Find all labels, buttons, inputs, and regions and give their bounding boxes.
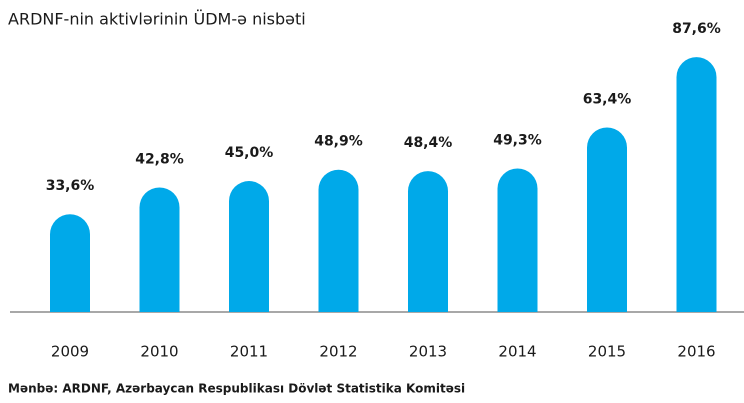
bar xyxy=(676,57,717,313)
x-tick-label: 2014 xyxy=(498,343,536,361)
x-tick-label: 2011 xyxy=(230,343,268,361)
bar xyxy=(497,168,538,312)
bar xyxy=(50,214,90,312)
bar xyxy=(408,171,448,312)
value-label: 87,6% xyxy=(672,21,721,37)
bar xyxy=(587,127,627,312)
bar xyxy=(318,169,359,312)
value-label: 33,6% xyxy=(46,178,95,194)
x-tick-label: 2010 xyxy=(140,343,178,361)
value-label: 42,8% xyxy=(135,151,184,167)
x-tick-label: 2016 xyxy=(677,343,715,361)
value-label: 63,4% xyxy=(583,92,632,108)
bar xyxy=(139,187,180,312)
value-label: 45,0% xyxy=(225,145,274,161)
x-tick-label: 2012 xyxy=(319,343,357,361)
x-tick-label: 2009 xyxy=(51,343,89,361)
x-tick-label: 2015 xyxy=(588,343,626,361)
x-tick-label: 2013 xyxy=(409,343,447,361)
value-label: 49,3% xyxy=(493,133,542,149)
source-note: Mənbə: ARDNF, Azərbaycan Respublikası Dö… xyxy=(8,382,465,396)
chart-subtitle: ARDNF-nin aktivlərinin ÜDM-ə nisbəti xyxy=(8,10,306,29)
value-label: 48,4% xyxy=(404,135,453,151)
value-label: 48,9% xyxy=(314,134,363,150)
bar xyxy=(229,181,269,312)
